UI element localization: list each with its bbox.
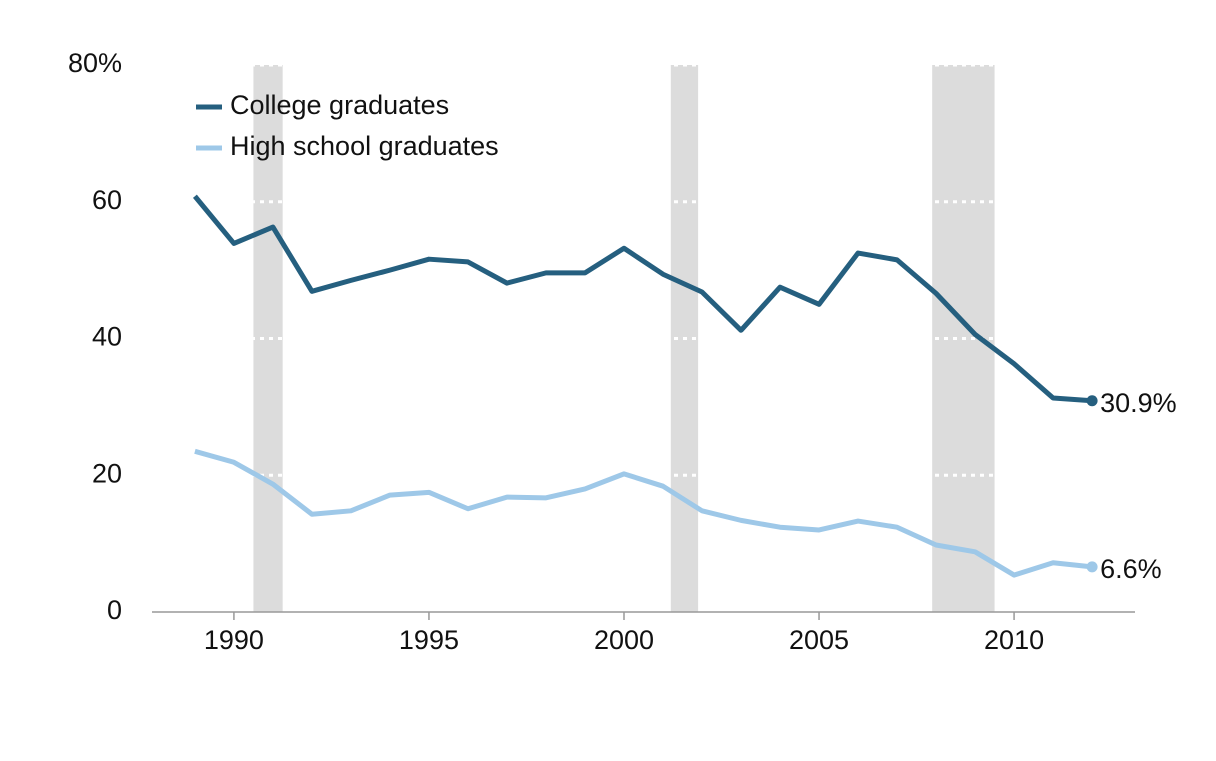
shaded-range bbox=[253, 65, 283, 612]
end-point bbox=[1086, 395, 1098, 407]
line bbox=[194, 448, 1093, 578]
legend-label: High school graduates bbox=[230, 131, 499, 161]
y-tick-label: 0 bbox=[107, 595, 122, 625]
y-tick-label: 20 bbox=[92, 458, 122, 488]
y-tick-label: 60 bbox=[92, 185, 122, 215]
y-tick-label: 80% bbox=[68, 48, 122, 78]
x-tick-label: 2010 bbox=[984, 625, 1044, 655]
x-tick-label: 1995 bbox=[399, 625, 459, 655]
line bbox=[192, 194, 1093, 404]
end-point bbox=[1086, 561, 1098, 573]
x-tick-label: 2000 bbox=[594, 625, 654, 655]
x-tick-label: 1990 bbox=[204, 625, 264, 655]
y-tick-label: 40 bbox=[92, 322, 122, 352]
value-label: 30.9% bbox=[1100, 388, 1177, 418]
x-tick-label: 2005 bbox=[789, 625, 849, 655]
value-label: 6.6% bbox=[1100, 554, 1162, 584]
legend-label: College graduates bbox=[230, 90, 449, 120]
